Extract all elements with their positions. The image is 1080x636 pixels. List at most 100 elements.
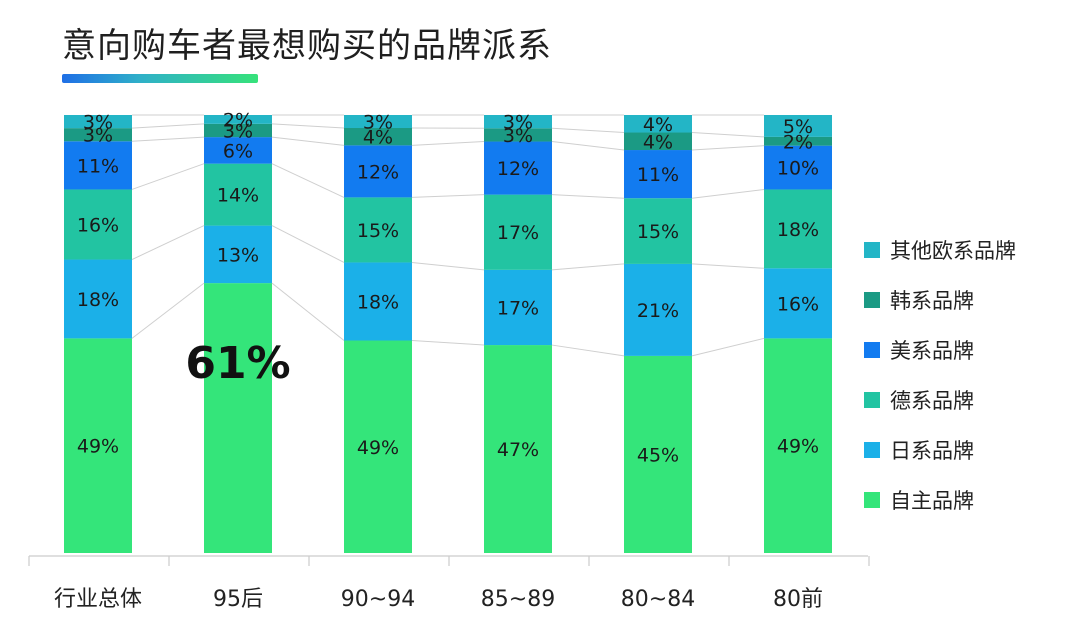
segment-label: 12% bbox=[357, 161, 399, 183]
segment-label: 3% bbox=[223, 120, 253, 142]
bar-segment bbox=[484, 141, 552, 195]
bar-segment bbox=[484, 345, 552, 553]
segment-label: 15% bbox=[637, 221, 679, 243]
chart-title: 意向购车者最想购买的品牌派系 bbox=[62, 26, 552, 66]
segment-label: 10% bbox=[777, 158, 819, 180]
segment-label: 3% bbox=[503, 125, 533, 147]
bar-segment bbox=[64, 141, 132, 190]
segment-label: 18% bbox=[777, 219, 819, 241]
connector-line bbox=[131, 123, 205, 129]
segment-label: 49% bbox=[777, 436, 819, 458]
segment-label: 21% bbox=[637, 300, 679, 322]
bar-segment bbox=[484, 115, 552, 129]
legend-item: 美系品牌 bbox=[864, 325, 1016, 375]
x-tick-label: 80~84 bbox=[621, 587, 695, 612]
segment-label: 49% bbox=[357, 437, 399, 459]
highlight-label: 61% bbox=[185, 338, 290, 389]
bar-segment bbox=[484, 128, 552, 142]
bar-segment bbox=[344, 115, 412, 129]
segment-label: 16% bbox=[77, 215, 119, 237]
bar-segment bbox=[64, 128, 132, 142]
connector-line bbox=[691, 263, 765, 269]
segment-label: 6% bbox=[223, 140, 253, 162]
connector-line bbox=[411, 141, 485, 146]
connector-line bbox=[691, 145, 765, 151]
segment-label: 5% bbox=[783, 116, 813, 138]
bar-segment bbox=[764, 115, 832, 137]
bar-segment bbox=[344, 145, 412, 198]
segment-label: 3% bbox=[363, 112, 393, 134]
segment-label: 3% bbox=[83, 125, 113, 147]
bar-segment bbox=[764, 268, 832, 339]
bar-segment bbox=[64, 338, 132, 553]
connector-line bbox=[271, 225, 345, 263]
connector-line bbox=[551, 344, 625, 357]
bar-segment bbox=[764, 145, 832, 190]
segment-label: 45% bbox=[637, 444, 679, 466]
legend-label: 其他欧系品牌 bbox=[890, 239, 1016, 263]
connector-line bbox=[691, 132, 765, 138]
segment-label: 4% bbox=[363, 127, 393, 149]
segment-label: 13% bbox=[217, 244, 259, 266]
connector-line bbox=[691, 337, 765, 357]
legend-swatch bbox=[864, 292, 880, 308]
connector-line bbox=[411, 261, 485, 271]
connector-lines bbox=[131, 114, 765, 357]
connector-line bbox=[411, 340, 485, 346]
connector-line bbox=[131, 136, 205, 142]
segment-label: 17% bbox=[497, 297, 539, 319]
segment-label: 3% bbox=[503, 112, 533, 134]
legend-swatch bbox=[864, 392, 880, 408]
segment-label: 4% bbox=[643, 114, 673, 136]
legend-item: 韩系品牌 bbox=[864, 275, 1016, 325]
segment-label: 11% bbox=[77, 155, 119, 177]
bar-segment bbox=[64, 115, 132, 129]
bar-segment bbox=[64, 189, 132, 260]
legend: 其他欧系品牌韩系品牌 美系品牌德系品牌日系品牌自主品牌 bbox=[864, 225, 1016, 525]
bar-segment bbox=[624, 132, 692, 151]
x-axis bbox=[28, 555, 870, 566]
legend-label: 德系品牌 bbox=[890, 389, 974, 413]
bar-segment bbox=[624, 198, 692, 264]
bar-segment bbox=[204, 137, 272, 164]
segment-label: 11% bbox=[637, 164, 679, 186]
bar-segment bbox=[764, 338, 832, 553]
segment-labels: 49%18%16%11%3%3%61%13%14%6%3%2%49%18%15%… bbox=[77, 109, 819, 466]
connector-line bbox=[551, 141, 625, 151]
connector-line bbox=[131, 163, 205, 190]
legend-label: 自主品牌 bbox=[890, 489, 974, 513]
x-tick-label: 80前 bbox=[773, 587, 823, 612]
segment-label: 3% bbox=[83, 112, 113, 134]
bar-segment bbox=[344, 340, 412, 553]
connector-line bbox=[271, 136, 345, 146]
connector-line bbox=[131, 225, 205, 260]
bar-segment bbox=[64, 259, 132, 339]
bar-segment bbox=[624, 150, 692, 199]
segment-label: 14% bbox=[217, 185, 259, 207]
bar-segment bbox=[624, 115, 692, 133]
legend-item: 其他欧系品牌 bbox=[864, 225, 1016, 275]
connector-line bbox=[691, 188, 765, 199]
connector-line bbox=[131, 282, 205, 339]
connector-line bbox=[271, 123, 345, 129]
x-tick-label: 85~89 bbox=[481, 587, 555, 612]
segment-label: 2% bbox=[783, 131, 813, 153]
bar-segment bbox=[344, 197, 412, 263]
legend-item: 日系品牌 bbox=[864, 425, 1016, 475]
legend-swatch bbox=[864, 442, 880, 458]
connector-line bbox=[271, 282, 345, 341]
legend-swatch bbox=[864, 242, 880, 258]
segment-label: 2% bbox=[223, 109, 253, 131]
segment-label: 18% bbox=[357, 291, 399, 313]
bar-segment bbox=[624, 355, 692, 553]
bar-segment bbox=[204, 163, 272, 226]
bar-segment bbox=[624, 263, 692, 356]
connector-line bbox=[551, 127, 625, 134]
segment-label: 12% bbox=[497, 158, 539, 180]
bar-segment bbox=[204, 225, 272, 284]
bar-segment bbox=[204, 123, 272, 138]
bar-segment bbox=[484, 194, 552, 270]
bar-segment bbox=[344, 128, 412, 146]
connector-line bbox=[551, 194, 625, 199]
